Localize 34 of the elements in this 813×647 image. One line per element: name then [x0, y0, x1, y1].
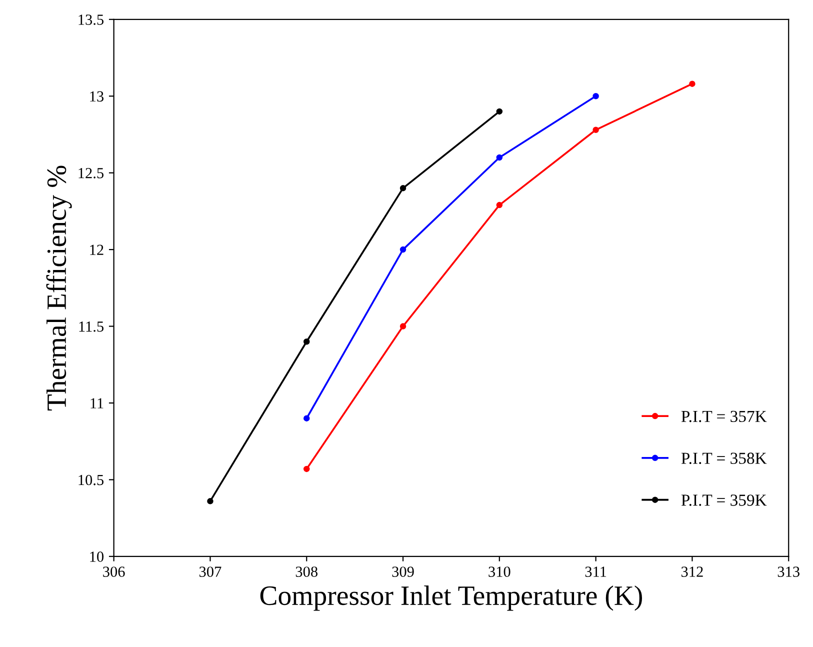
- point: [496, 202, 503, 208]
- y-tick-label: 10: [90, 552, 104, 562]
- y-axis-title: Thermal Efficiency %: [46, 166, 72, 411]
- x-tick-label: 309: [392, 566, 414, 577]
- point: [592, 126, 599, 134]
- x-tick-label: 311: [585, 566, 606, 577]
- y-tick-label: 11: [90, 398, 104, 408]
- x-axis-title: Compressor Inlet Temperature (K): [260, 586, 642, 611]
- y-tick-label: 13.5: [78, 14, 104, 25]
- legend-label: P.I.T = 357K: [681, 410, 767, 422]
- x-tick-label: 312: [681, 566, 703, 577]
- legend-label: P.I.T = 359K: [681, 494, 767, 506]
- x-tick-label: 306: [103, 566, 125, 577]
- x-tick-label: 308: [296, 566, 318, 577]
- x-tick-label: 310: [488, 566, 510, 577]
- legend-label: P.I.T = 358K: [681, 452, 767, 464]
- point: [207, 498, 214, 504]
- point: [496, 154, 503, 161]
- point: [303, 466, 310, 472]
- point: [400, 246, 406, 253]
- point: [303, 338, 310, 345]
- y-tick-label: 12.5: [78, 168, 104, 178]
- point: [592, 93, 599, 100]
- y-tick-label: 10.5: [78, 474, 104, 486]
- point: [400, 323, 406, 330]
- point: [689, 80, 696, 87]
- x-tick-label: 307: [199, 566, 222, 577]
- point: [496, 108, 503, 115]
- point: [303, 415, 310, 422]
- y-tick-label: 12: [90, 244, 104, 255]
- x-tick-label: 313: [778, 566, 800, 577]
- y-tick-label: 11.5: [79, 321, 104, 332]
- y-tick-label: 13: [90, 91, 104, 102]
- point: [400, 185, 406, 192]
